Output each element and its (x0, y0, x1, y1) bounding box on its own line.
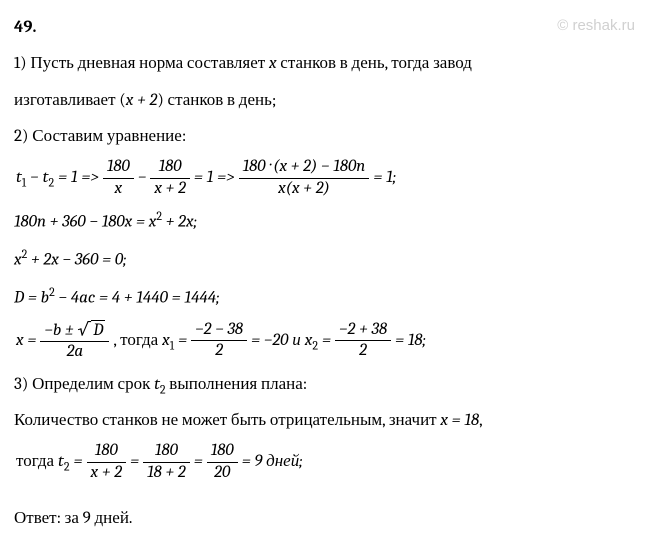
step1-line1: 1) Пусть дневная норма составляет x стан… (14, 48, 635, 80)
eq2b: + 2x; (162, 213, 197, 232)
frac3-num: 180 · (x + 2) − 180n (239, 157, 370, 178)
frac4-den: 2a (40, 342, 109, 362)
frac2: 180 x + 2 (150, 157, 190, 199)
eq4b: − 4ac = 4 + 1440 = 1444; (55, 289, 220, 308)
step2-eq3: x2 + 2x − 360 = 0; (14, 243, 635, 277)
eq3a: x (14, 251, 22, 270)
frac6-num: −2 + 38 (335, 320, 391, 341)
s3t2val: = 9 дней; (242, 446, 303, 478)
frac2-num: 180 (150, 157, 190, 178)
s3txta: Количество станков не может быть отрицат… (14, 411, 440, 430)
eq1-1: = 1 => (58, 162, 99, 194)
step3-title: 3) Определим срок t2 выполнения плана: (14, 369, 635, 401)
step2-eq4: D = b2 − 4ac = 4 + 1440 = 1444; (14, 281, 635, 315)
frac1-num: 180 (103, 157, 134, 178)
problem-header: 49. (14, 12, 635, 44)
watermark: © reshak.ru (557, 12, 635, 41)
step1-mid: станков в день, тогда завод (277, 54, 472, 73)
s3tb: выполнения плана: (166, 375, 308, 394)
s3t2eq1: = (73, 446, 82, 478)
s3t2eq2: = (130, 446, 139, 478)
frac7: 180 x + 2 (87, 441, 127, 483)
frac6-den: 2 (335, 341, 391, 361)
frac9-den: 20 (207, 463, 238, 483)
frac9: 180 20 (207, 441, 238, 483)
step2-eq1: t1 − t2 = 1 => 180 x − 180 x + 2 = 1 => … (14, 157, 635, 199)
s3t2sub: 2 (64, 459, 70, 473)
frac3: 180 · (x + 2) − 180n x(x + 2) (239, 157, 370, 199)
frac7-den: x + 2 (87, 463, 127, 483)
step2-eq5: x = −b ± √D 2a , тогда x1 = −2 − 38 2 = … (14, 319, 635, 363)
frac3-den: x(x + 2) (239, 179, 370, 199)
x2-sub: 2 (312, 338, 318, 352)
s3txtx: x = 18 (440, 411, 479, 430)
eq5val2: = 18; (395, 325, 426, 357)
frac5: −2 − 38 2 (191, 320, 247, 362)
eq5eq1: = (178, 325, 187, 357)
frac1: 180 x (103, 157, 134, 199)
frac4-num-a: −b ± (44, 321, 77, 340)
frac2-den: x + 2 (150, 179, 190, 199)
step1-prefix: 1) Пусть дневная норма составляет (14, 54, 269, 73)
frac9-num: 180 (207, 441, 238, 462)
step3-text2: тогда t2 = 180 x + 2 = 180 18 + 2 = 180 … (14, 441, 635, 483)
eq5val1: = −20 и (251, 325, 301, 357)
step3-text1: Количество станков не может быть отрицат… (14, 405, 635, 437)
eq3b: + 2x − 360 = 0; (27, 251, 126, 270)
step1-expr: x + 2 (126, 91, 158, 110)
frac4: −b ± √D 2a (40, 319, 109, 363)
problem-number: 49. (14, 18, 36, 37)
eq1-3: = 1; (373, 162, 396, 194)
step2-eq2: 180n + 360 − 180x = x2 + 2x; (14, 205, 635, 239)
frac8: 180 18 + 2 (143, 441, 190, 483)
s3t2a: тогда (16, 446, 54, 478)
step1-line2: изготавливает (x + 2) станков в день; (14, 85, 635, 117)
frac4-num: −b ± √D (40, 319, 109, 342)
minus2: − (138, 162, 147, 194)
eq5x: x = (16, 325, 36, 357)
t2-sub: 2 (48, 175, 54, 189)
eq5eq2: = (322, 325, 331, 357)
answer: Ответ: за 9 дней. (14, 503, 635, 535)
frac4-sqrt: D (91, 320, 105, 340)
frac8-num: 180 (143, 441, 190, 462)
step1-l2-suffix: ) станков в день; (157, 91, 276, 110)
minus1: − (30, 162, 39, 194)
frac5-num: −2 − 38 (191, 320, 247, 341)
step1-l2-prefix: изготавливает ( (14, 91, 126, 110)
frac7-num: 180 (87, 441, 127, 462)
frac5-den: 2 (191, 341, 247, 361)
eq2a: 180n + 360 − 180x = x (14, 213, 156, 232)
t1-sub: 1 (22, 175, 26, 189)
step2-title: 2) Составим уравнение: (14, 121, 635, 153)
frac8-den: 18 + 2 (143, 463, 190, 483)
s3t2eq3: = (194, 446, 203, 478)
x1: x (162, 331, 170, 350)
s3txtc: , (479, 411, 483, 430)
eq1-2: = 1 => (194, 162, 235, 194)
eq4a: D = b (14, 289, 49, 308)
step1-var: x (269, 54, 277, 73)
s3ta: 3) Определим срок (14, 375, 154, 394)
frac6: −2 + 38 2 (335, 320, 391, 362)
eq5mid: , тогда (113, 325, 158, 357)
frac1-den: x (103, 179, 134, 199)
x1-sub: 1 (170, 338, 174, 352)
